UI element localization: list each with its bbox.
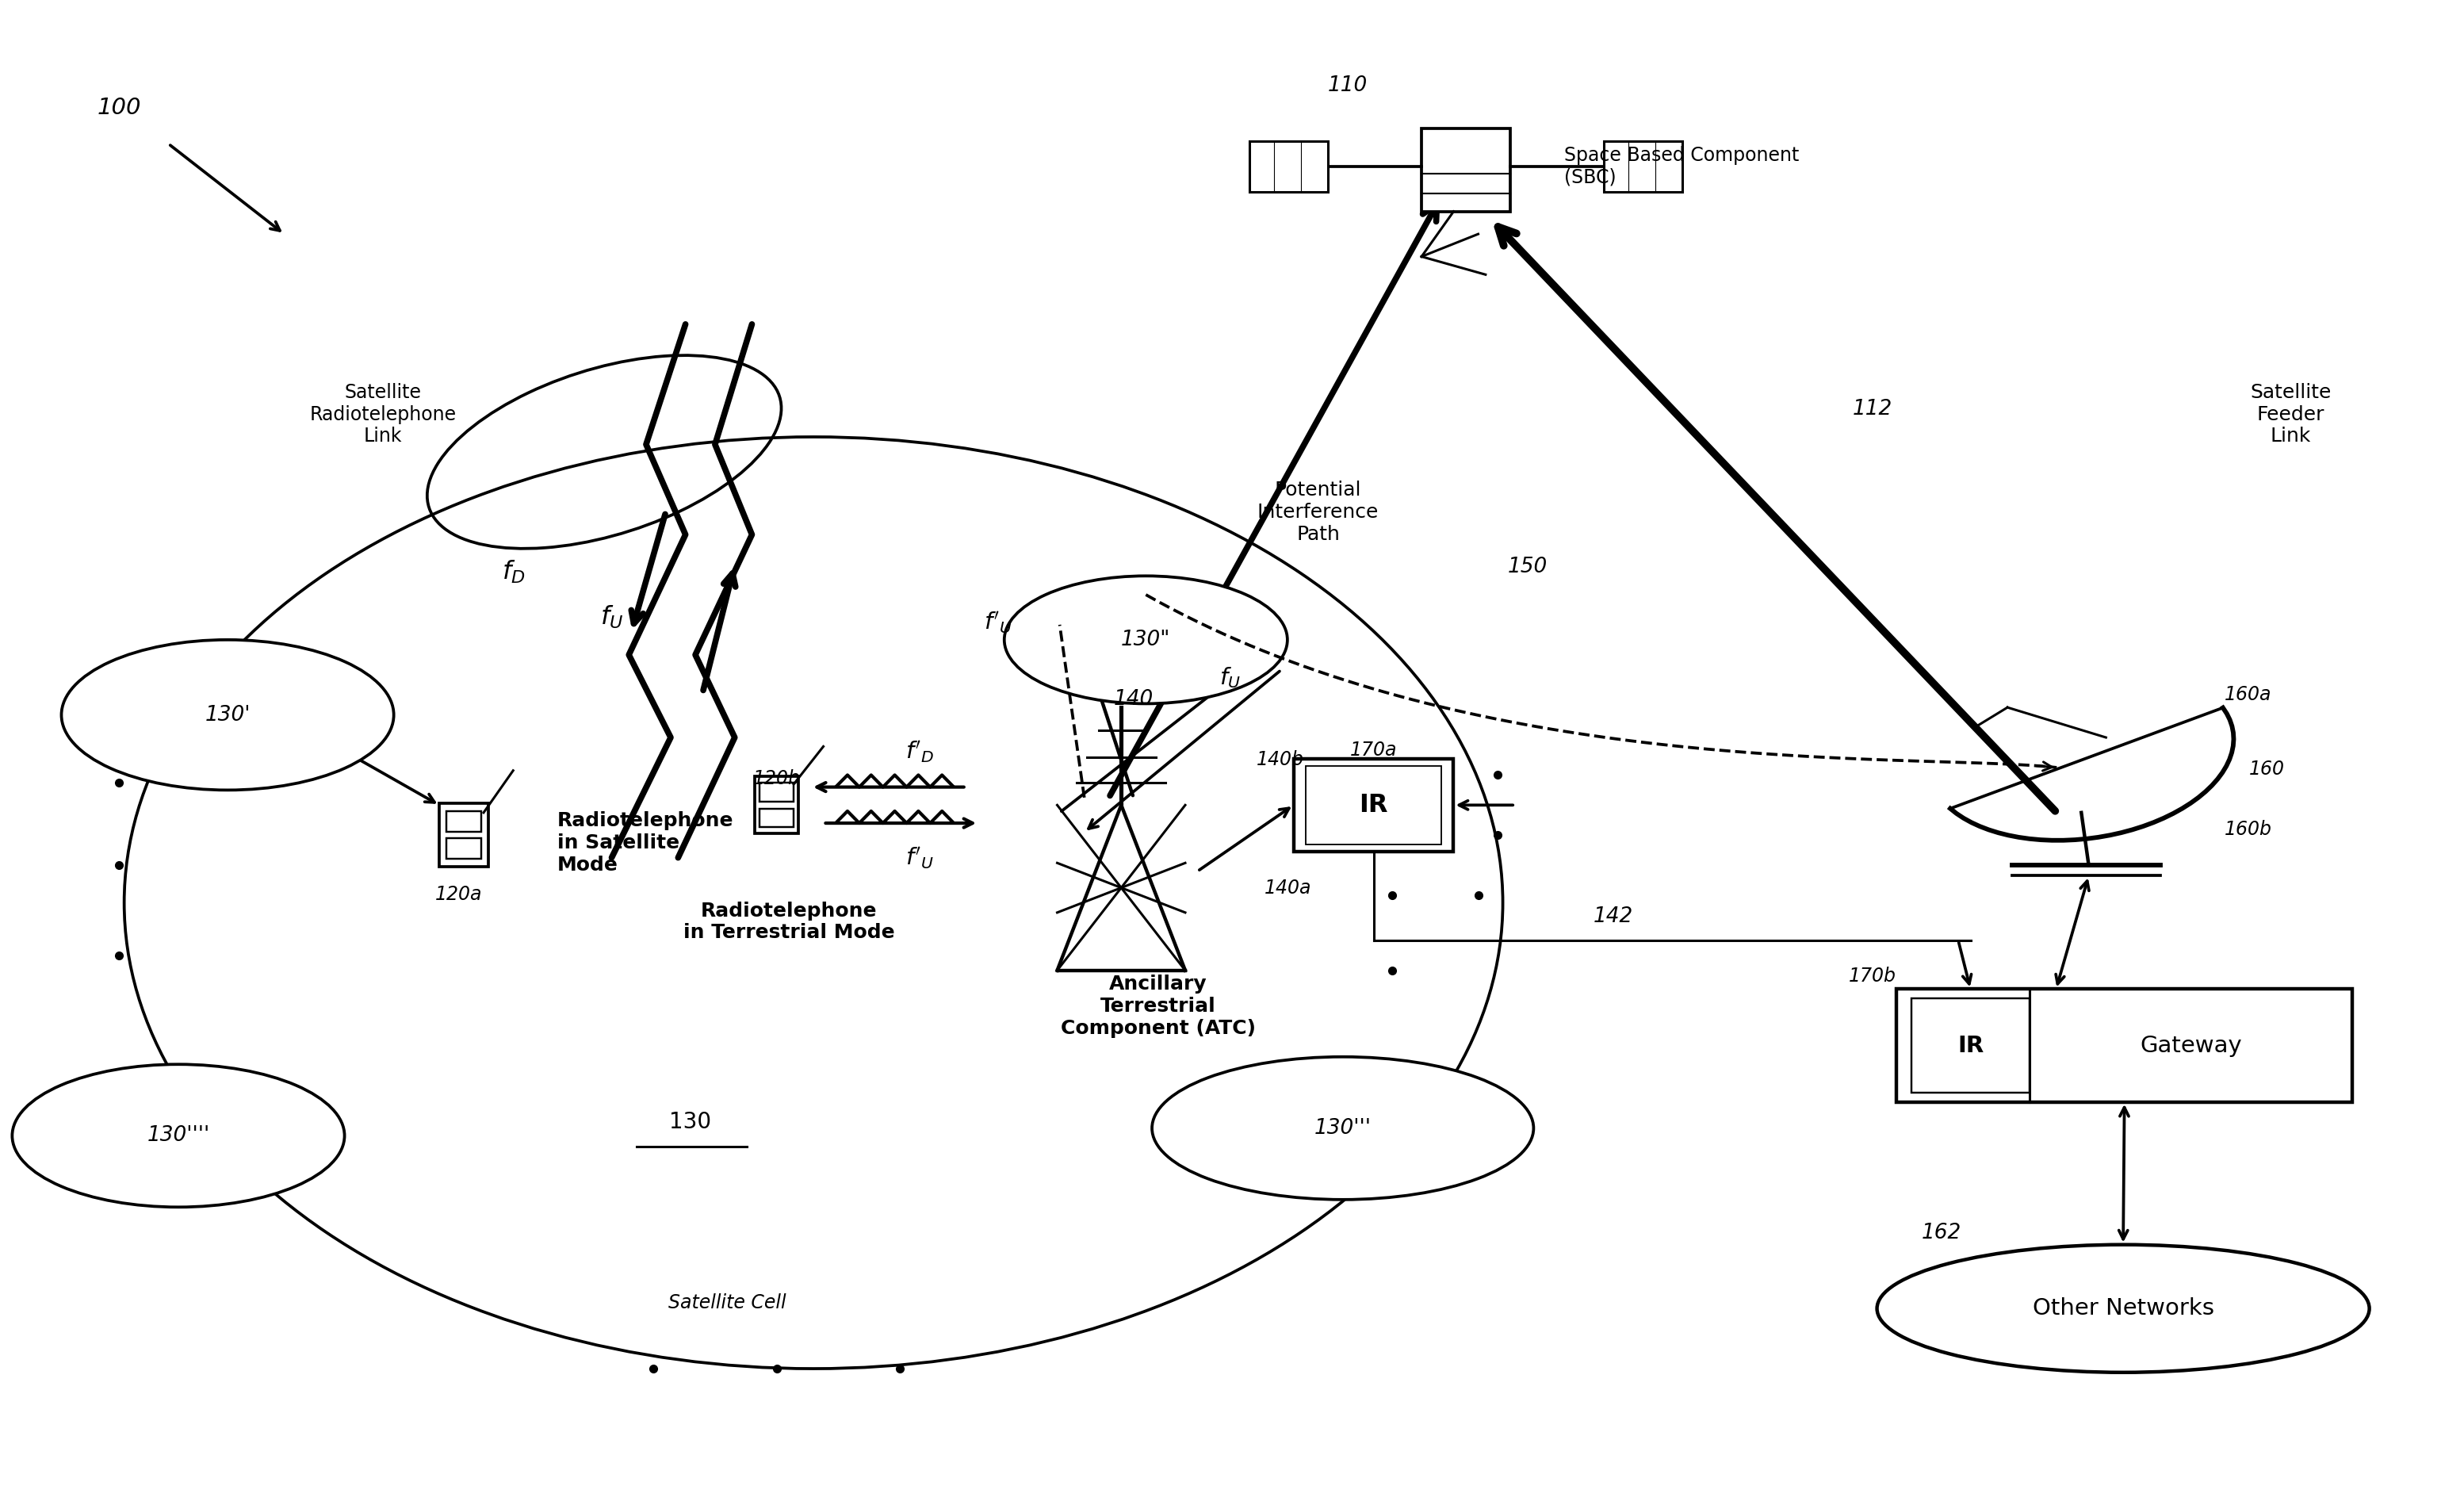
Text: 140a: 140a xyxy=(1264,879,1311,897)
Bar xyxy=(754,777,798,834)
Text: Satellite
Radiotelephone
Link: Satellite Radiotelephone Link xyxy=(310,382,456,445)
Text: Other Networks: Other Networks xyxy=(2033,1297,2215,1320)
Text: 140: 140 xyxy=(1114,689,1153,710)
Bar xyxy=(759,783,793,801)
Bar xyxy=(446,838,480,859)
Ellipse shape xyxy=(1005,576,1286,704)
Bar xyxy=(759,808,793,828)
Text: 130': 130' xyxy=(205,704,251,725)
Bar xyxy=(439,804,488,867)
Text: 130''': 130''' xyxy=(1313,1118,1372,1138)
Text: $f_U$: $f_U$ xyxy=(1220,665,1242,689)
Text: Radiotelephone
in Terrestrial Mode: Radiotelephone in Terrestrial Mode xyxy=(683,901,894,942)
Text: 170a: 170a xyxy=(1350,740,1397,760)
Text: 110: 110 xyxy=(1328,75,1368,96)
Bar xyxy=(1422,129,1510,212)
Text: 142: 142 xyxy=(1594,906,1634,927)
Text: IR: IR xyxy=(1956,1034,1984,1057)
Bar xyxy=(1604,141,1683,193)
Ellipse shape xyxy=(62,640,394,790)
Text: Satellite Cell: Satellite Cell xyxy=(668,1293,786,1312)
Text: 130": 130" xyxy=(1121,629,1170,650)
Text: $f'_D$: $f'_D$ xyxy=(904,739,934,765)
Text: Gateway: Gateway xyxy=(2139,1034,2242,1057)
Text: $f_U$: $f_U$ xyxy=(601,604,623,631)
Ellipse shape xyxy=(1878,1245,2370,1373)
Text: 160: 160 xyxy=(2250,760,2284,780)
Text: $f'_U$: $f'_U$ xyxy=(983,610,1013,635)
Text: 120b: 120b xyxy=(754,769,801,789)
Text: 120a: 120a xyxy=(436,885,483,905)
Bar xyxy=(1306,766,1441,844)
Text: 130: 130 xyxy=(670,1111,712,1133)
Bar xyxy=(1249,141,1328,193)
Bar xyxy=(446,811,480,832)
Text: 160b: 160b xyxy=(2225,820,2272,840)
Text: 100: 100 xyxy=(96,96,140,119)
Text: 170b: 170b xyxy=(1848,966,1895,986)
Bar xyxy=(1897,989,2353,1102)
Ellipse shape xyxy=(1153,1057,1533,1199)
Bar xyxy=(1294,759,1454,852)
Text: IR: IR xyxy=(1360,793,1387,817)
Text: Potential
Interference
Path: Potential Interference Path xyxy=(1257,480,1380,543)
Text: 140b: 140b xyxy=(1257,751,1303,769)
Text: Radiotelephone
in Satellite
Mode: Radiotelephone in Satellite Mode xyxy=(557,811,734,874)
Text: Space Based Component
(SBC): Space Based Component (SBC) xyxy=(1565,146,1799,187)
Text: $f_D$: $f_D$ xyxy=(503,558,525,585)
Text: $f'_U$: $f'_U$ xyxy=(904,846,934,871)
Ellipse shape xyxy=(12,1064,345,1207)
Text: Satellite
Feeder
Link: Satellite Feeder Link xyxy=(2250,382,2331,445)
Text: 150: 150 xyxy=(1508,557,1547,576)
Text: 112: 112 xyxy=(1853,399,1892,418)
Text: 160a: 160a xyxy=(2225,685,2272,704)
Text: 130'''': 130'''' xyxy=(148,1126,209,1145)
Bar xyxy=(1912,998,2030,1093)
Text: 162: 162 xyxy=(1922,1222,1961,1243)
Text: Ancillary
Terrestrial
Component (ATC): Ancillary Terrestrial Component (ATC) xyxy=(1060,975,1257,1038)
